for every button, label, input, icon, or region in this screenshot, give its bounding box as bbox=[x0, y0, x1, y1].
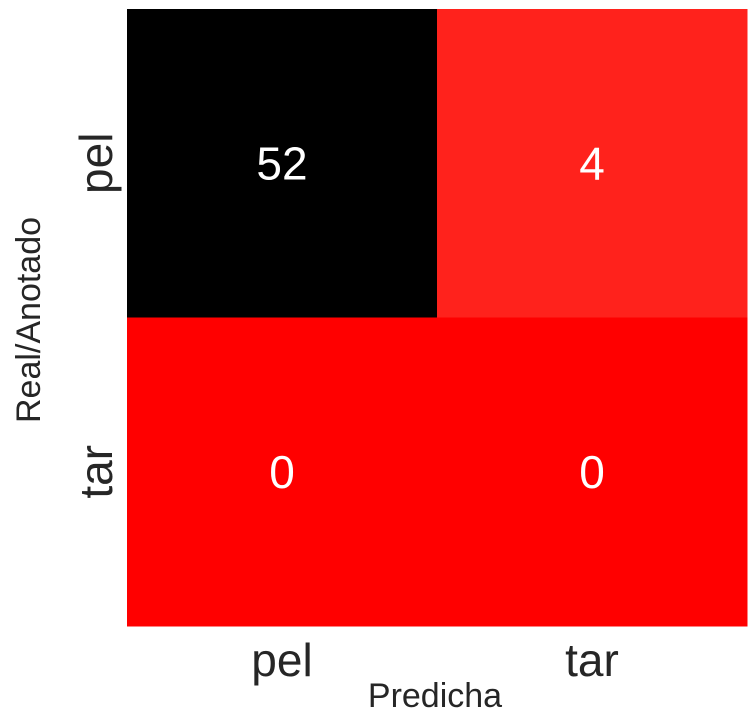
heatmap-cell-pel-pel bbox=[127, 9, 438, 318]
y-axis-label: Real/Anotado bbox=[10, 217, 48, 423]
cell-value-label: 4 bbox=[579, 137, 605, 189]
x-axis-label: Predicha bbox=[368, 677, 502, 715]
cell-value-label: 0 bbox=[269, 446, 295, 498]
y-tick-label: tar bbox=[70, 445, 122, 499]
heatmap-cell-labels: 52 4 0 0 bbox=[256, 137, 604, 498]
heatmap-cell-tar-pel bbox=[127, 317, 438, 627]
y-tick-label: pel bbox=[70, 133, 122, 194]
heatmap-cells bbox=[127, 9, 748, 627]
cell-value-label: 0 bbox=[579, 446, 605, 498]
x-tick-label: pel bbox=[251, 634, 312, 686]
heatmap-cell-tar-tar bbox=[437, 317, 748, 627]
y-axis-ticks: pel tar bbox=[70, 133, 122, 499]
cell-value-label: 52 bbox=[256, 137, 307, 189]
x-axis-ticks: pel tar bbox=[251, 634, 619, 686]
heatmap-cell-pel-tar bbox=[437, 9, 748, 318]
x-tick-label: tar bbox=[565, 634, 619, 686]
